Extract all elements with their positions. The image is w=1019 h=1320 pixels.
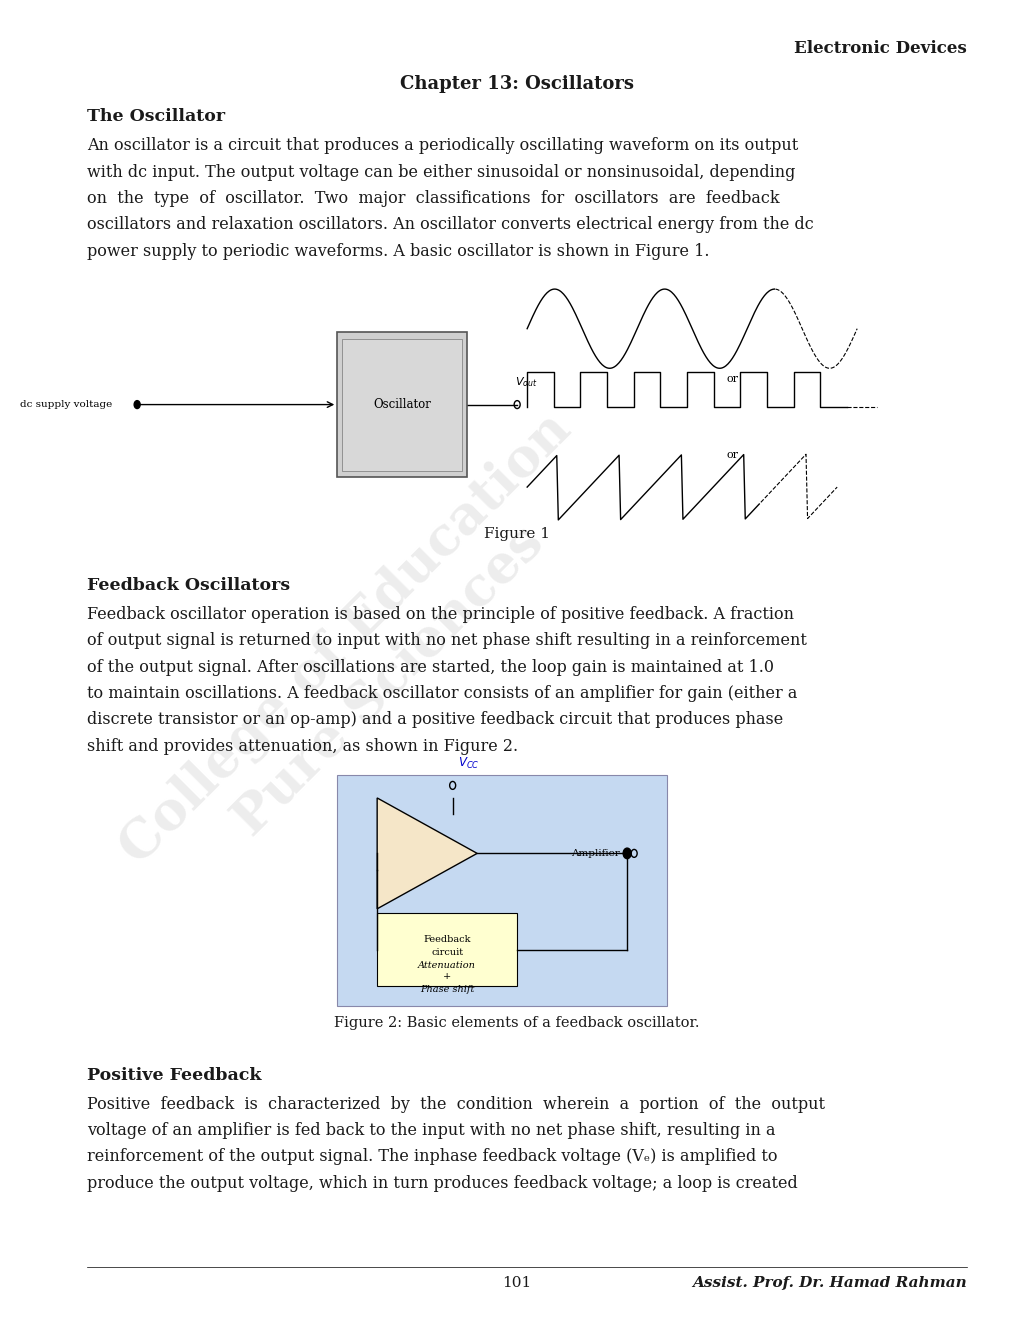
Text: An oscillator is a circuit that produces a periodically oscillating waveform on : An oscillator is a circuit that produces… (87, 137, 798, 154)
Circle shape (135, 401, 140, 409)
Text: College of Education
Pure Sciences: College of Education Pure Sciences (110, 404, 624, 916)
Circle shape (623, 849, 631, 859)
Text: Positive Feedback: Positive Feedback (87, 1067, 262, 1084)
Text: Assist. Prof. Dr. Hamad Rahman: Assist. Prof. Dr. Hamad Rahman (692, 1276, 966, 1290)
Text: Feedback: Feedback (423, 935, 471, 944)
FancyBboxPatch shape (337, 333, 467, 478)
Text: Phase shift: Phase shift (420, 985, 474, 994)
FancyBboxPatch shape (341, 339, 462, 471)
Text: 101: 101 (502, 1276, 531, 1290)
Text: power supply to periodic waveforms. A basic oscillator is shown in Figure 1.: power supply to periodic waveforms. A ba… (87, 243, 709, 260)
Text: with dc input. The output voltage can be either sinusoidal or nonsinusoidal, dep: with dc input. The output voltage can be… (87, 164, 795, 181)
Text: circuit: circuit (431, 948, 463, 957)
Text: $V_{out}$: $V_{out}$ (639, 846, 662, 861)
Text: Feedback oscillator operation is based on the principle of positive feedback. A : Feedback oscillator operation is based o… (87, 606, 794, 623)
Text: Chapter 13: Oscillators: Chapter 13: Oscillators (399, 75, 634, 94)
Text: or: or (726, 374, 738, 384)
Text: Feedback Oscillators: Feedback Oscillators (87, 577, 290, 594)
Text: voltage of an amplifier is fed back to the input with no net phase shift, result: voltage of an amplifier is fed back to t… (87, 1122, 774, 1139)
Text: $V_{out}$: $V_{out}$ (515, 375, 537, 389)
Text: Electronic Devices: Electronic Devices (794, 40, 966, 57)
Text: on  the  type  of  oscillator.  Two  major  classifications  for  oscillators  a: on the type of oscillator. Two major cla… (87, 190, 779, 207)
Text: reinforcement of the output signal. The inphase feedback voltage (Vₑ) is amplifi: reinforcement of the output signal. The … (87, 1148, 776, 1166)
Text: Positive  feedback  is  characterized  by  the  condition  wherein  a  portion  : Positive feedback is characterized by th… (87, 1096, 824, 1113)
Text: of the output signal. After oscillations are started, the loop gain is maintaine: of the output signal. After oscillations… (87, 659, 773, 676)
Text: produce the output voltage, which in turn produces feedback voltage; a loop is c: produce the output voltage, which in tur… (87, 1175, 797, 1192)
Text: The Oscillator: The Oscillator (87, 108, 225, 125)
Text: to maintain oscillations. A feedback oscillator consists of an amplifier for gai: to maintain oscillations. A feedback osc… (87, 685, 797, 702)
Text: or: or (726, 450, 738, 459)
Text: $V_{CC}$: $V_{CC}$ (458, 756, 479, 771)
Text: dc supply voltage: dc supply voltage (20, 400, 112, 409)
Text: Figure 1: Figure 1 (484, 527, 549, 541)
Text: Amplifier: Amplifier (571, 849, 620, 858)
FancyBboxPatch shape (337, 775, 666, 1006)
Text: Figure 2: Basic elements of a feedback oscillator.: Figure 2: Basic elements of a feedback o… (334, 1016, 699, 1031)
Text: Oscillator: Oscillator (373, 399, 431, 411)
FancyBboxPatch shape (377, 913, 517, 986)
Text: shift and provides attenuation, as shown in Figure 2.: shift and provides attenuation, as shown… (87, 738, 518, 755)
Polygon shape (377, 799, 477, 909)
Text: +: + (442, 972, 450, 981)
Text: Attenuation: Attenuation (418, 961, 476, 970)
Text: discrete transistor or an op-amp) and a positive feedback circuit that produces : discrete transistor or an op-amp) and a … (87, 711, 783, 729)
Text: of output signal is returned to input with no net phase shift resulting in a rei: of output signal is returned to input wi… (87, 632, 806, 649)
Text: oscillators and relaxation oscillators. An oscillator converts electrical energy: oscillators and relaxation oscillators. … (87, 216, 813, 234)
